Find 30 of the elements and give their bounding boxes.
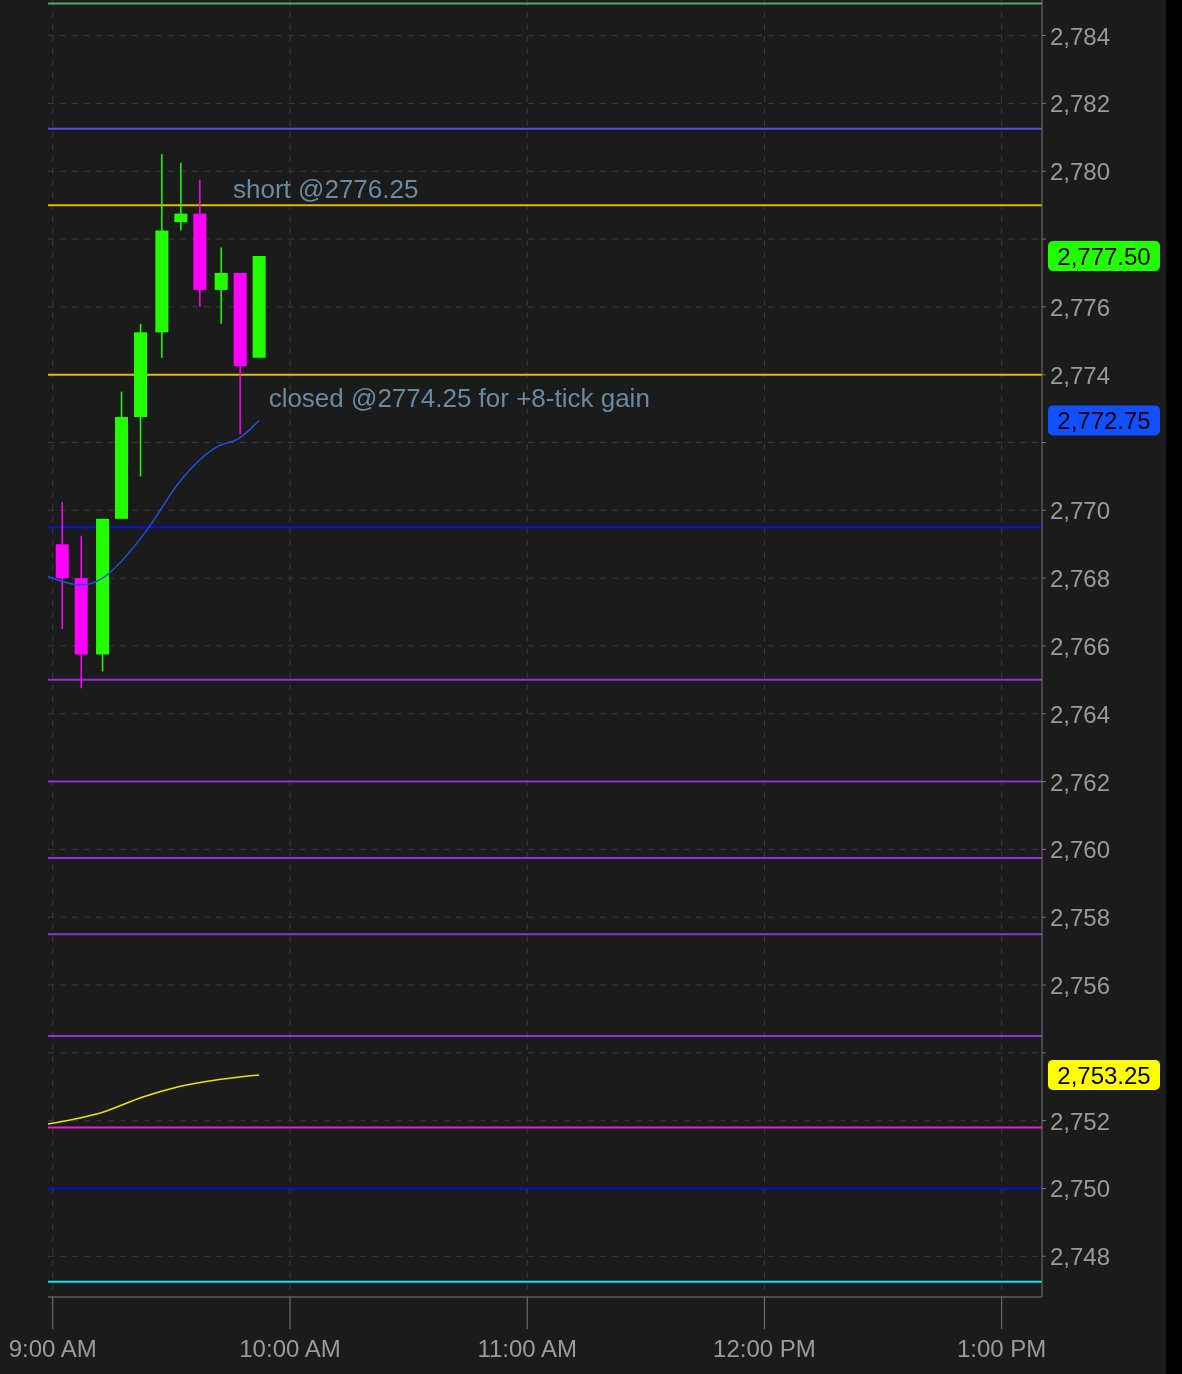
- y-tick-label: 2,750: [1050, 1175, 1111, 1203]
- y-tick-label: 2,764: [1050, 700, 1111, 728]
- y-tick-label: 2,766: [1050, 632, 1111, 660]
- y-tick-label: 2,774: [1050, 361, 1111, 389]
- annotation: short @2776.25: [233, 174, 419, 205]
- y-tick-label: 2,780: [1050, 158, 1111, 186]
- candlestick: [174, 162, 188, 232]
- line-series: [47, 1074, 260, 1125]
- x-tick-label: 9:00 AM: [8, 1335, 97, 1362]
- x-tick-label: 1:00 PM: [956, 1335, 1047, 1362]
- y-tick-label: 2,760: [1050, 836, 1111, 864]
- y-tick-label: 2,782: [1050, 90, 1111, 118]
- text: 2,753.25: [1057, 1061, 1151, 1089]
- y-tick-label: 2,752: [1050, 1107, 1111, 1135]
- text: 2,772.75: [1057, 407, 1151, 435]
- annotation: closed @2774.25 for +8-tick gain: [268, 382, 650, 413]
- y-tick-label: 2,762: [1050, 768, 1111, 796]
- x-tick-label: 11:00 AM: [477, 1335, 578, 1362]
- x-tick-label: 12:00 PM: [713, 1335, 816, 1362]
- y-tick-label: 2,768: [1050, 565, 1111, 593]
- candlestick: [214, 246, 228, 325]
- y-tick-label: 2,776: [1050, 293, 1111, 321]
- x-tick-label: 10:00 AM: [239, 1335, 341, 1362]
- y-tick-label: 2,770: [1050, 497, 1111, 525]
- line-series: [47, 419, 260, 586]
- y-tick-label: 2,758: [1050, 904, 1111, 932]
- y-tick-label: 2,748: [1050, 1243, 1111, 1271]
- y-tick-label: 2,784: [1050, 22, 1111, 50]
- text: 2,777.50: [1057, 243, 1151, 271]
- y-tick-label: 2,756: [1050, 972, 1111, 1000]
